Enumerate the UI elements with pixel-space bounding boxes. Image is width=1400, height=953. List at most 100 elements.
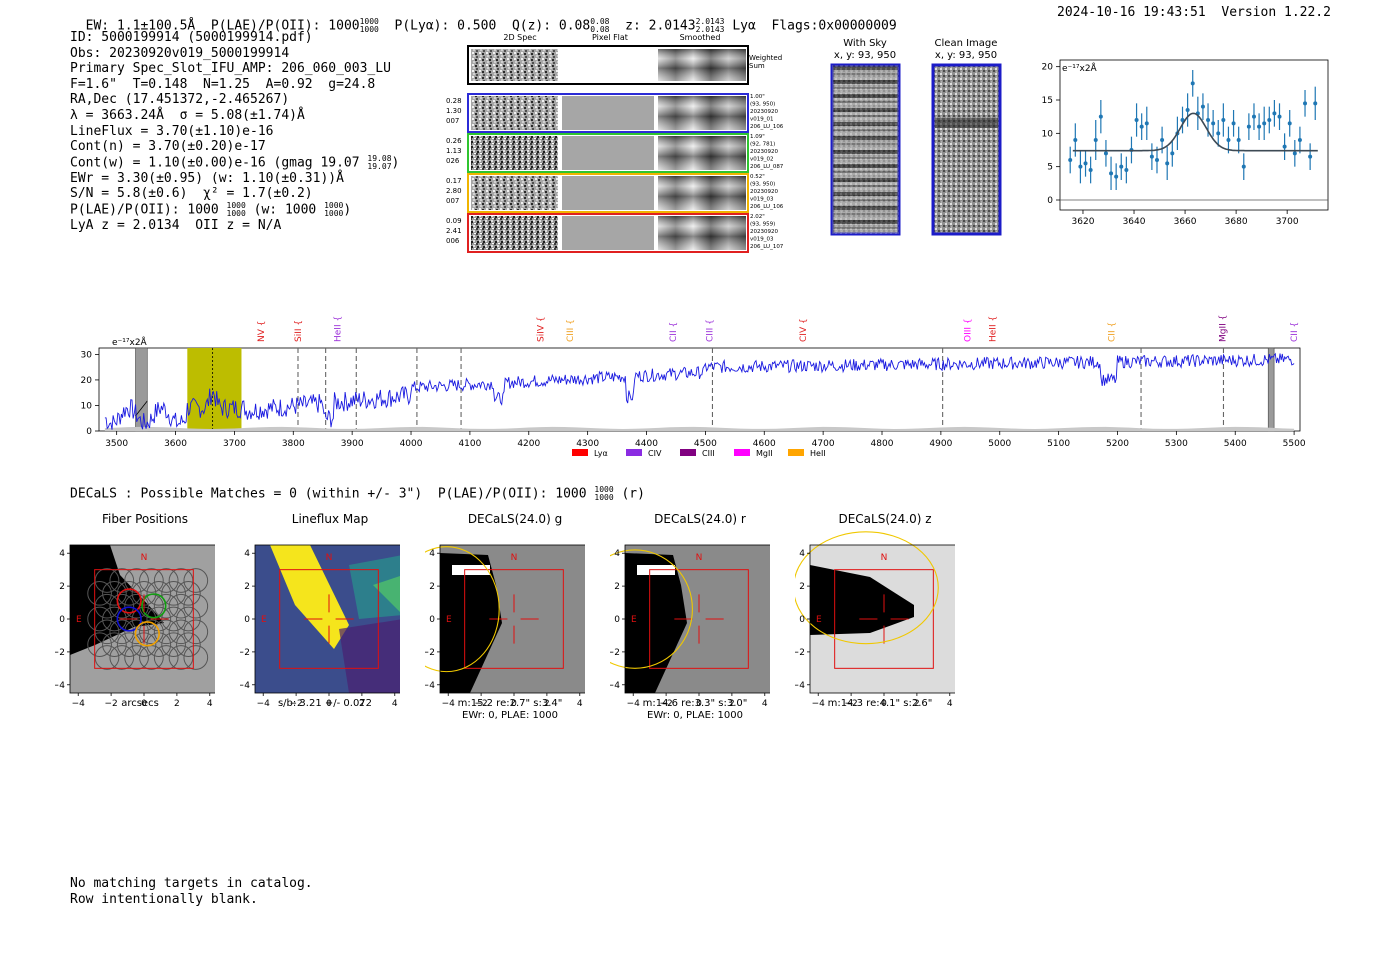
- primary-spec: Primary Spec_Slot_IFU_AMP: 206_060_003_L…: [70, 61, 391, 77]
- cont-w: Cont(w) = 1.10(±0.00)e-16 (gmag 19.07 19…: [70, 153, 400, 171]
- fit-x-tick: 3660: [1174, 217, 1197, 227]
- legend-label: MgII: [756, 449, 773, 458]
- cutout-row-meta: 1.00": [750, 94, 765, 100]
- panel-caption: m:15.2 re:2.7" s:3.4": [457, 698, 563, 709]
- cutout-row-meta: 206_LU_107: [750, 244, 784, 250]
- compass-north: N: [326, 553, 333, 563]
- spectrum-line: [104, 352, 1295, 430]
- panel-title: DECaLS(24.0) g: [467, 512, 563, 526]
- svg-text:Sum: Sum: [749, 62, 765, 70]
- cutout-row-meta: 2.02": [750, 214, 765, 220]
- fit-data-point: [1303, 101, 1308, 106]
- legend-swatch: [572, 449, 588, 456]
- col-label-pixel-flat: Pixel Flat: [592, 33, 628, 42]
- lya-z: LyA z = 2.0134 OII z = N/A: [70, 218, 282, 234]
- spectrum-x-tick: 4900: [929, 439, 952, 449]
- fit-data-point: [1292, 151, 1297, 156]
- fit-data-point: [1109, 171, 1114, 176]
- panel-caption: s/b: 3.21 +/- 0.072: [277, 698, 373, 709]
- fit-data-point: [1165, 161, 1170, 166]
- panel-x-tick: 2: [914, 699, 920, 709]
- cutout-row-meta: 206_LU_087: [750, 164, 784, 170]
- cutout-row-meta: 0.52": [750, 174, 765, 180]
- fit-data-point: [1236, 138, 1241, 142]
- cutout-row-stat: 0.26: [446, 137, 462, 145]
- fit-data-point: [1144, 121, 1149, 126]
- spectrum-x-tick: 3900: [341, 439, 364, 449]
- cutout-row-meta: (93, 950): [750, 182, 775, 188]
- z-value: z: 2.0143: [625, 18, 696, 34]
- cutout-row-stat: 006: [446, 237, 460, 245]
- spectrum-x-tick: 4500: [694, 439, 717, 449]
- spectrum-x-tick: 5300: [1165, 439, 1188, 449]
- observation-id: Obs: 20230920v019_5000199914: [70, 45, 290, 61]
- panel-x-tick: 2: [729, 699, 735, 709]
- image-panel-4: DECaLS(24.0) r N E 4 2 0 −2 −4 −4 −2 0 2 4 m:14.6 re:…: [610, 512, 780, 728]
- fit-data-point: [1068, 158, 1073, 162]
- sky-clean-images: [830, 63, 1002, 236]
- panel-y-tick: 2: [59, 582, 65, 592]
- cont-n: Cont(n) = 3.70(±0.20)e-17: [70, 139, 266, 155]
- decals-summary: DECaLS : Possible Matches = 0 (within +/…: [70, 485, 645, 502]
- line-fit-plot: e⁻¹⁷x2Å 3620 3640 3660 3680 3700 0 5 10 15 20: [1042, 59, 1329, 227]
- z-line: Lyα: [732, 18, 756, 34]
- panel-title: DECaLS(24.0) r: [654, 512, 746, 526]
- cutout-row-meta: (93, 959): [750, 222, 775, 228]
- compass-east: E: [816, 615, 822, 625]
- cutout-row-3: 0.17 2.80 007 0.52" (93, 950)20230920 v019_03…: [446, 173, 784, 213]
- aperture-ellipse: [610, 549, 693, 669]
- weighted-sum-label: Weighted: [749, 54, 782, 62]
- spectrum-x-tick: 4700: [812, 439, 835, 449]
- fiber-circle: [183, 645, 209, 670]
- cutout-row-4: 0.09 2.41 006 2.02" (93, 959)20230920 v019_03…: [446, 213, 784, 253]
- spectrum-x-tick: 3800: [282, 439, 305, 449]
- emission-line-label: CIII {: [706, 319, 716, 342]
- fit-x-tick: 3680: [1225, 217, 1248, 227]
- panel-y-tick: −2: [240, 648, 250, 658]
- cutout-row-stat: 0.28: [446, 97, 462, 105]
- spectrum-x-tick: 3500: [105, 439, 128, 449]
- catalog-notes: No matching targets in catalog. Row inte…: [70, 876, 313, 907]
- panel-x-tick: 0: [511, 699, 517, 709]
- cutout-row-meta: v019_01: [750, 117, 774, 123]
- spectrum-x-tick: 5100: [1047, 439, 1070, 449]
- fit-x-tick: 3620: [1072, 217, 1095, 227]
- emission-line-label: CIII {: [566, 319, 576, 342]
- emission-window: [187, 348, 242, 431]
- fiber-circle: [87, 606, 112, 632]
- panel-x-tick: −2: [659, 699, 672, 709]
- fit-plot-frame: [1059, 59, 1329, 211]
- panel-x-tick: 0: [326, 699, 332, 709]
- panel-y-tick: −4: [240, 681, 250, 691]
- spectrum-x-tick: 5200: [1106, 439, 1129, 449]
- qz-fraction: 0.08 0.08: [590, 17, 610, 34]
- panel-y-tick: −4: [610, 681, 620, 691]
- compass-north: N: [511, 553, 518, 563]
- panel-image: N E 4 2 0 −2 −4 −4 −2 0 2 4: [240, 544, 400, 709]
- cutout-row-meta: v019_02: [750, 157, 774, 163]
- lambda-sigma: λ = 3663.24Å σ = 5.08(±1.74)Å: [70, 107, 305, 123]
- cutout-row-meta: v019_03: [750, 237, 774, 243]
- panel-x-tick: 0: [141, 699, 147, 709]
- compass-north: N: [696, 553, 703, 563]
- emission-line-label: SiII {: [294, 320, 304, 342]
- panel-y-tick: −2: [795, 648, 805, 658]
- emission-line-label: HeII {: [333, 316, 343, 342]
- fiber-circle: [176, 606, 201, 632]
- panel-y-tick: 2: [429, 582, 435, 592]
- clean-image: [931, 63, 1002, 236]
- highlighted-fiber: [141, 593, 167, 619]
- fiber-circle: [139, 568, 164, 593]
- cutout-row-meta: 1.09": [750, 134, 765, 140]
- legend-swatch: [680, 449, 696, 456]
- panel-title: DECaLS(24.0) z: [838, 512, 932, 526]
- aperture-box: [279, 569, 379, 669]
- fit-data-point: [1297, 138, 1302, 142]
- cutout-row-stat: 007: [446, 197, 459, 205]
- fit-y-tick: 10: [1042, 129, 1054, 139]
- panel-x-tick: 0: [881, 699, 887, 709]
- fit-data-point: [1180, 118, 1185, 122]
- fit-data-point: [1088, 168, 1093, 172]
- panel-title: Fiber Positions: [101, 512, 189, 526]
- image-panel-3: DECaLS(24.0) g N E 4 2 0 −2 −4 −4 −2 0 2 4 m:15.2 re:…: [425, 512, 595, 728]
